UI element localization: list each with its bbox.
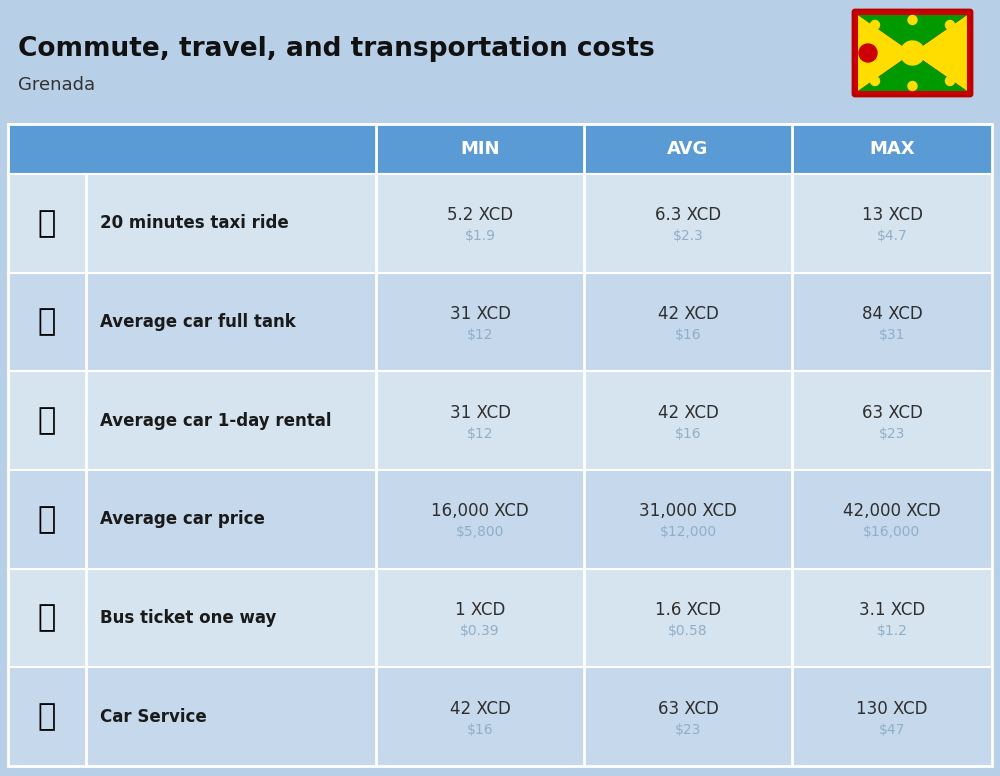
FancyBboxPatch shape [8,272,992,372]
Text: 31 XCD: 31 XCD [450,404,511,421]
Text: $23: $23 [879,427,905,441]
Text: Average car price: Average car price [100,511,265,528]
Text: MAX: MAX [869,140,915,158]
Text: $31: $31 [879,328,905,342]
Circle shape [900,41,924,65]
Text: 1 XCD: 1 XCD [455,601,505,619]
Text: 3.1 XCD: 3.1 XCD [859,601,925,619]
FancyBboxPatch shape [8,174,992,272]
Text: $0.39: $0.39 [460,624,500,638]
Text: Grenada: Grenada [18,76,95,94]
Text: 63 XCD: 63 XCD [658,700,718,718]
Text: 63 XCD: 63 XCD [862,404,922,421]
Text: ⛽: ⛽ [38,307,56,337]
Polygon shape [858,53,967,91]
FancyBboxPatch shape [8,569,992,667]
Circle shape [870,20,880,29]
Text: AVG: AVG [667,140,709,158]
Text: 🚙: 🚙 [38,406,56,435]
Text: $12,000: $12,000 [659,525,717,539]
Text: 1.6 XCD: 1.6 XCD [655,601,721,619]
Text: Bus ticket one way: Bus ticket one way [100,609,276,627]
Text: 31 XCD: 31 XCD [450,305,511,323]
Circle shape [908,81,917,91]
Text: 🚕: 🚕 [38,209,56,237]
Text: 6.3 XCD: 6.3 XCD [655,206,721,224]
Text: 42 XCD: 42 XCD [658,404,718,421]
Text: 42 XCD: 42 XCD [658,305,718,323]
Text: $16: $16 [675,328,701,342]
FancyBboxPatch shape [8,124,992,174]
Text: $16: $16 [467,722,493,736]
Polygon shape [858,15,967,53]
Text: $1.2: $1.2 [877,624,907,638]
Text: 🚌: 🚌 [38,604,56,632]
Text: 84 XCD: 84 XCD [862,305,922,323]
Text: $23: $23 [675,722,701,736]
Text: $0.58: $0.58 [668,624,708,638]
Text: 20 minutes taxi ride: 20 minutes taxi ride [100,214,289,232]
FancyBboxPatch shape [8,667,992,766]
Polygon shape [858,15,912,91]
Text: $12: $12 [467,427,493,441]
Text: $16: $16 [675,427,701,441]
Text: $2.3: $2.3 [673,230,703,244]
Text: 31,000 XCD: 31,000 XCD [639,502,737,521]
Circle shape [946,20,955,29]
Text: MIN: MIN [460,140,500,158]
Text: 🚗: 🚗 [38,505,56,534]
Text: $1.9: $1.9 [464,230,496,244]
Text: 130 XCD: 130 XCD [856,700,928,718]
Text: Car Service: Car Service [100,708,207,726]
Text: 42 XCD: 42 XCD [450,700,510,718]
Text: 13 XCD: 13 XCD [862,206,922,224]
Text: 🔧: 🔧 [38,702,56,731]
Text: $4.7: $4.7 [877,230,907,244]
Text: Average car full tank: Average car full tank [100,313,296,331]
Circle shape [870,77,880,85]
Text: Commute, travel, and transportation costs: Commute, travel, and transportation cost… [18,36,655,62]
Text: $16,000: $16,000 [863,525,921,539]
Polygon shape [912,15,967,91]
Text: Average car 1-day rental: Average car 1-day rental [100,411,332,430]
Text: $47: $47 [879,722,905,736]
Text: $12: $12 [467,328,493,342]
FancyBboxPatch shape [8,470,992,569]
Text: 16,000 XCD: 16,000 XCD [431,502,529,521]
Circle shape [946,77,955,85]
FancyBboxPatch shape [8,372,992,470]
Text: 5.2 XCD: 5.2 XCD [447,206,513,224]
Text: 42,000 XCD: 42,000 XCD [843,502,941,521]
Circle shape [908,16,917,25]
Circle shape [859,44,877,62]
Text: $5,800: $5,800 [456,525,504,539]
FancyBboxPatch shape [853,10,972,96]
